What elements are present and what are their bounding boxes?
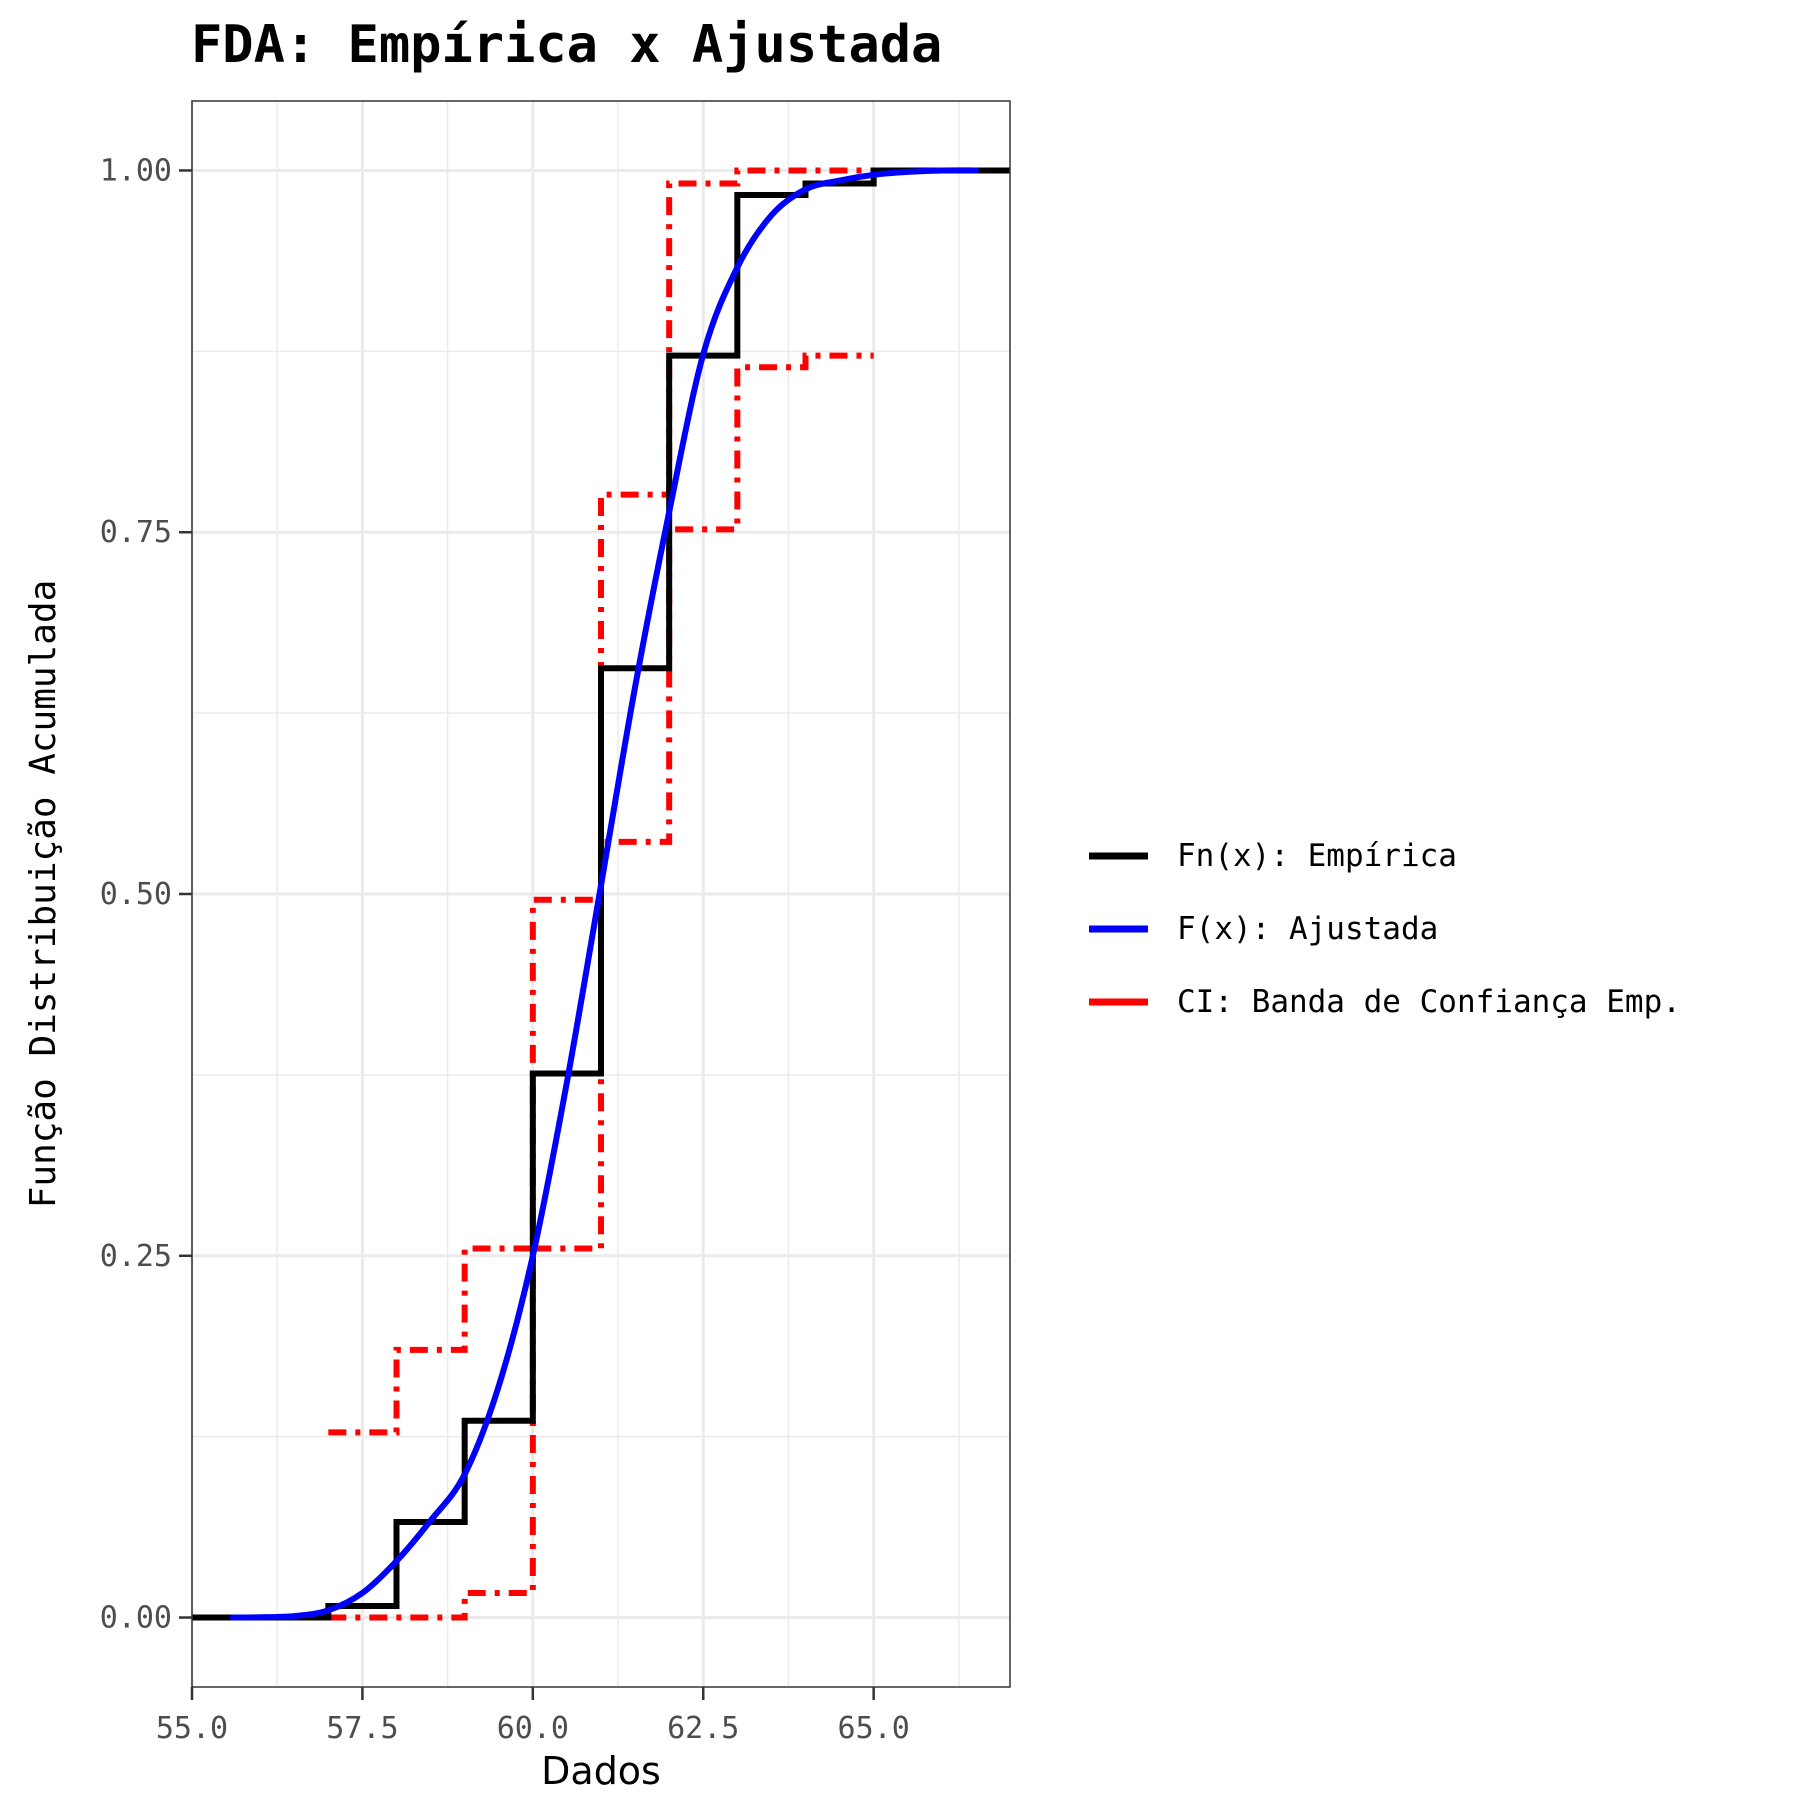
y-tick-label: 0.75 [100,515,172,550]
fitted-cdf-curve [229,167,979,1621]
series-layer [192,167,1010,1621]
y-tick-label: 0.00 [100,1601,172,1636]
ci-upper-band [328,167,874,1436]
x-tick-label: 65.0 [838,1711,910,1746]
legend: Fn(x): Empírica F(x): Ajustada CI: Banda d… [1089,838,1681,1020]
axes: 55.0 57.5 60.0 62.5 65.0 0.00 0.25 0.50 0.75 1.00 [100,153,910,1746]
legend-label: F(x): Ajustada [1177,911,1438,947]
y-tick-label: 0.25 [100,1239,172,1274]
y-tick-label: 1.00 [100,153,172,188]
y-tick-label: 0.50 [100,877,172,912]
x-tick-label: 60.0 [497,1711,569,1746]
x-axis-title: Dados [541,1749,661,1793]
x-tick-label: 57.5 [326,1711,398,1746]
x-tick-label: 55.0 [156,1711,228,1746]
y-axis-title: Função Distribuição Acumulada [23,580,64,1209]
ci-lower-band [328,352,874,1621]
chart-title: FDA: Empírica x Ajustada [191,15,942,75]
x-tick-label: 62.5 [667,1711,739,1746]
legend-label: Fn(x): Empírica [1177,838,1457,874]
legend-label: CI: Banda de Confiança Emp. [1177,984,1681,1020]
